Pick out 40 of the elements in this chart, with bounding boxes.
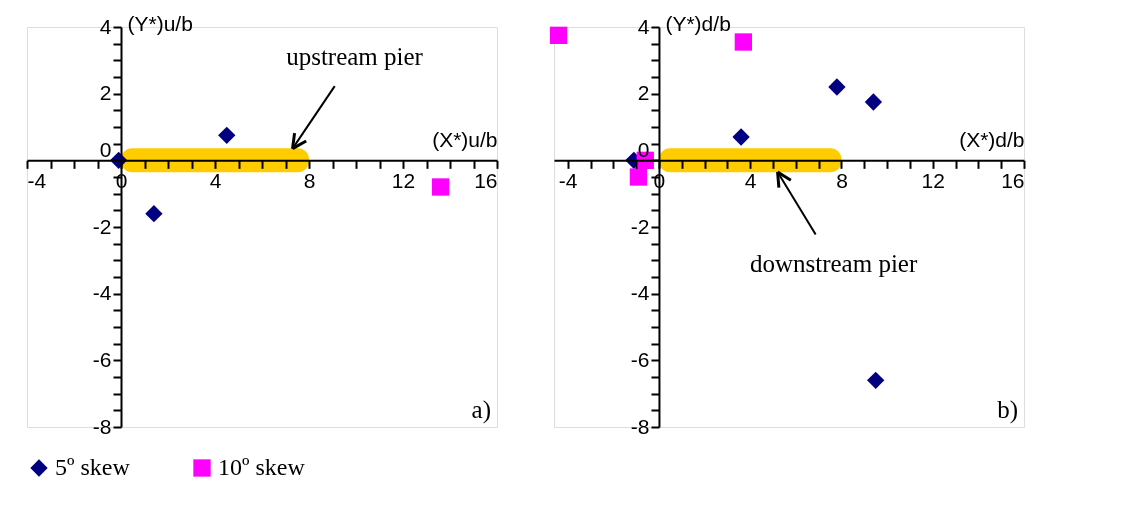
point [629, 168, 648, 186]
y-tick-label: -4 [630, 281, 650, 305]
y-tick-label: -8 [92, 414, 112, 438]
annotation: b) [997, 396, 1018, 424]
x-tick-label: 16 [474, 168, 498, 192]
y-tick-label: 0 [99, 137, 112, 161]
x-axis-title: (X*)d/b [959, 127, 1025, 151]
annotation: upstream pier [286, 42, 424, 70]
point [549, 26, 568, 44]
y-tick-label: -2 [92, 214, 112, 238]
x-tick-label: 12 [391, 168, 416, 192]
point [867, 371, 885, 389]
x-tick-label: 16 [1001, 168, 1025, 192]
y-tick-label: -6 [92, 347, 112, 371]
x-tick-label: 4 [744, 168, 757, 192]
y-tick-label: 2 [99, 81, 112, 105]
y-axis-title: (Y*)u/b [127, 11, 193, 35]
annotation: downstream pier [749, 250, 918, 277]
x-tick-label: -4 [27, 168, 47, 192]
point [864, 93, 883, 111]
point [828, 78, 846, 96]
y-tick-label: 4 [99, 14, 112, 38]
x-axis-title: (X*)u/b [432, 127, 498, 151]
x-tick-label: 4 [209, 168, 222, 192]
y-tick-label: -6 [630, 347, 650, 371]
legend-label: 10º skew [218, 454, 306, 480]
point [734, 33, 753, 51]
x-tick-label: 8 [836, 168, 848, 192]
y-tick-label: 2 [637, 81, 650, 105]
point [732, 128, 750, 146]
y-tick-label: -2 [630, 214, 650, 238]
x-tick-label: 8 [303, 168, 316, 192]
y-axis-title: (Y*)d/b [665, 11, 731, 35]
legend-label: 5º skew [55, 454, 131, 480]
annotation: a) [471, 396, 491, 424]
y-tick-label: -8 [630, 414, 650, 438]
y-tick-label: -4 [92, 281, 112, 305]
x-tick-label: -4 [558, 168, 578, 192]
x-tick-label: 12 [921, 168, 945, 192]
y-tick-label: 4 [637, 14, 650, 38]
